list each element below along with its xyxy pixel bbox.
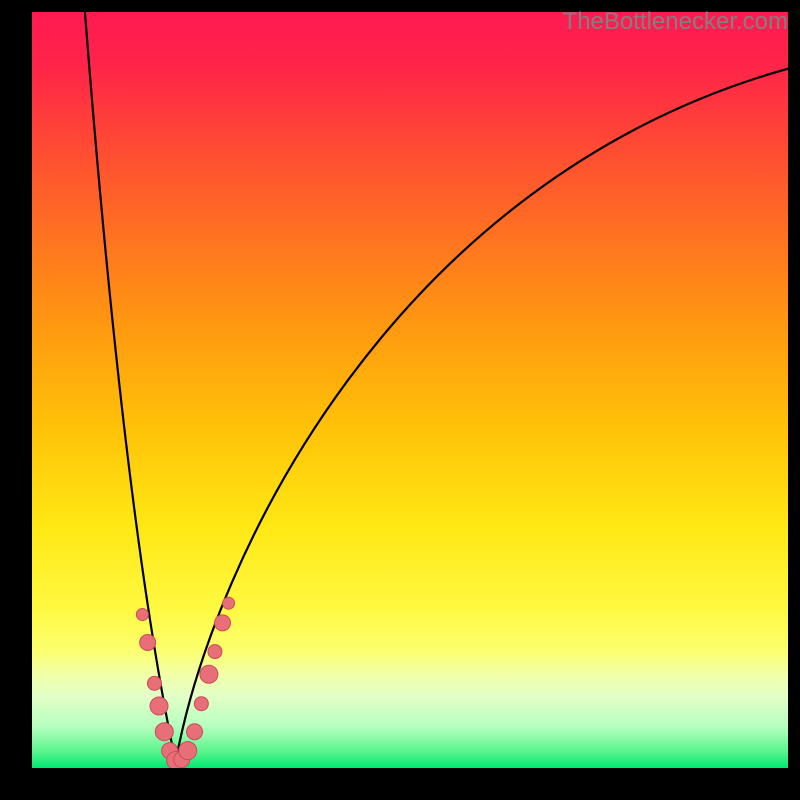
curve-marker (140, 635, 156, 651)
curve-marker (136, 609, 148, 621)
curve-marker (187, 724, 203, 740)
watermark-text: TheBottlenecker.com (563, 8, 788, 36)
gradient-background (32, 12, 788, 768)
curve-marker (200, 665, 218, 683)
curve-marker (215, 615, 231, 631)
plot-svg (32, 12, 788, 768)
curve-marker (223, 597, 235, 609)
curve-marker (150, 697, 168, 715)
curve-marker (194, 697, 208, 711)
curve-marker (147, 676, 161, 690)
plot-area (32, 12, 788, 768)
curve-marker (155, 723, 173, 741)
curve-marker (179, 742, 197, 760)
curve-marker (208, 645, 222, 659)
